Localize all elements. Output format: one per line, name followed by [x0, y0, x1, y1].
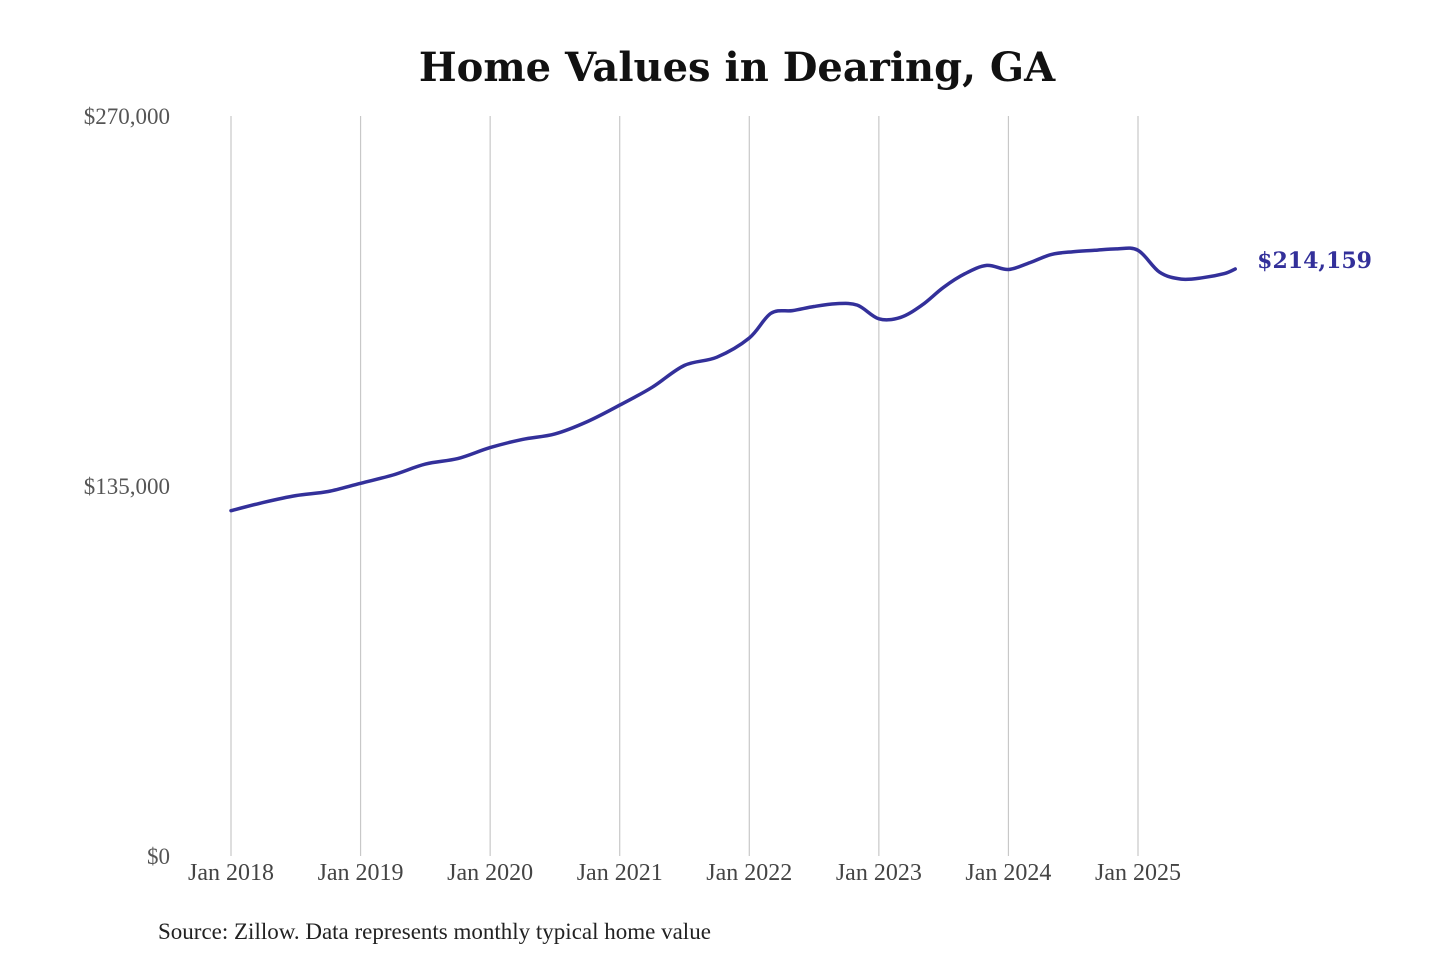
- x-tick-label: Jan 2021: [577, 860, 663, 886]
- last-value-label: $214,159: [1257, 248, 1372, 274]
- x-tick-label: Jan 2022: [706, 860, 792, 886]
- x-tick-label: Jan 2019: [318, 860, 404, 886]
- source-note: Source: Zillow. Data represents monthly …: [158, 919, 711, 944]
- x-tick-label: Jan 2018: [188, 860, 274, 886]
- x-axis-tick-labels: Jan 2018 Jan 2019 Jan 2020 Jan 2021 Jan 2022…: [188, 860, 1181, 886]
- y-axis-tick-labels: $0 $135,000 $270,000: [84, 104, 170, 869]
- x-tick-label: Jan 2025: [1095, 860, 1181, 886]
- x-tick-label: Jan 2024: [965, 860, 1051, 886]
- x-tick-label: Jan 2023: [836, 860, 922, 886]
- vertical-gridlines: [230, 116, 1139, 856]
- y-tick-label: $0: [147, 844, 170, 869]
- y-tick-label: $135,000: [84, 474, 170, 499]
- x-tick-label: Jan 2020: [447, 860, 533, 886]
- chart-title: Home Values in Dearing, GA: [419, 44, 1056, 91]
- home-value-line: [229, 246, 1237, 513]
- y-tick-label: $270,000: [84, 104, 170, 129]
